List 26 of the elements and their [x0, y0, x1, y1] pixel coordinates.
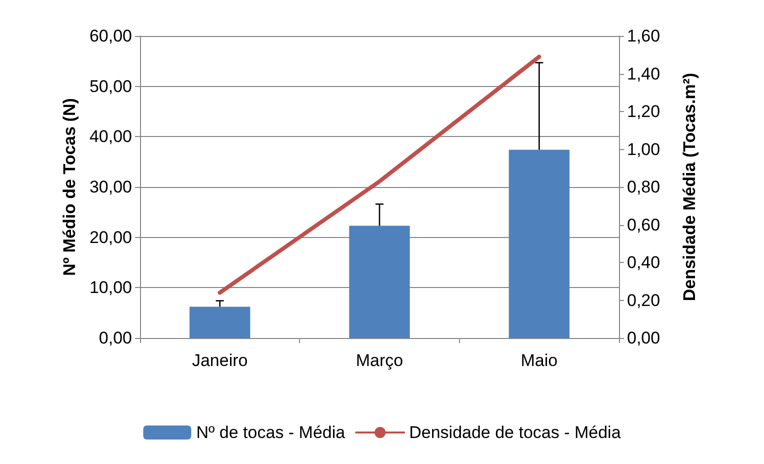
y-tick-label: 10,00 [89, 278, 132, 298]
bar [189, 306, 250, 338]
bar [508, 150, 570, 338]
y2-tick-label: 0,20 [627, 290, 660, 310]
y2-tick-label: 1,20 [627, 102, 660, 121]
y2-tick-label: 1,00 [627, 140, 660, 159]
y2-tick-label: 1,60 [627, 26, 660, 46]
y-tick-label: 30,00 [89, 178, 132, 196]
x-tick-label: Março [356, 351, 404, 370]
x-tick-label: Maio [520, 351, 558, 370]
legend-label: Nº de tocas - Média [196, 423, 346, 442]
y2-tick-label: 0,80 [627, 178, 660, 196]
y-tick-label: 60,00 [89, 26, 132, 46]
y2-tick-label: 0,00 [627, 328, 660, 348]
y-tick-label: 0,00 [98, 328, 132, 348]
y-tick-label: 50,00 [89, 76, 132, 96]
y2-tick-label: 0,60 [627, 215, 660, 234]
x-tick-label: Janeiro [192, 351, 248, 370]
y-axis-title: Nº Médio de Tocas (N) [60, 98, 79, 276]
y-tick-label: 40,00 [89, 127, 132, 146]
y2-tick-label: 1,40 [627, 64, 660, 84]
legend-label: Densidade de tocas - Média [409, 423, 622, 442]
y2-tick-label: 0,40 [627, 253, 660, 272]
bar [349, 226, 410, 338]
y2-axis-title: Densidade Média (Tocas.m²) [680, 72, 699, 302]
y-tick-label: 20,00 [89, 228, 132, 247]
